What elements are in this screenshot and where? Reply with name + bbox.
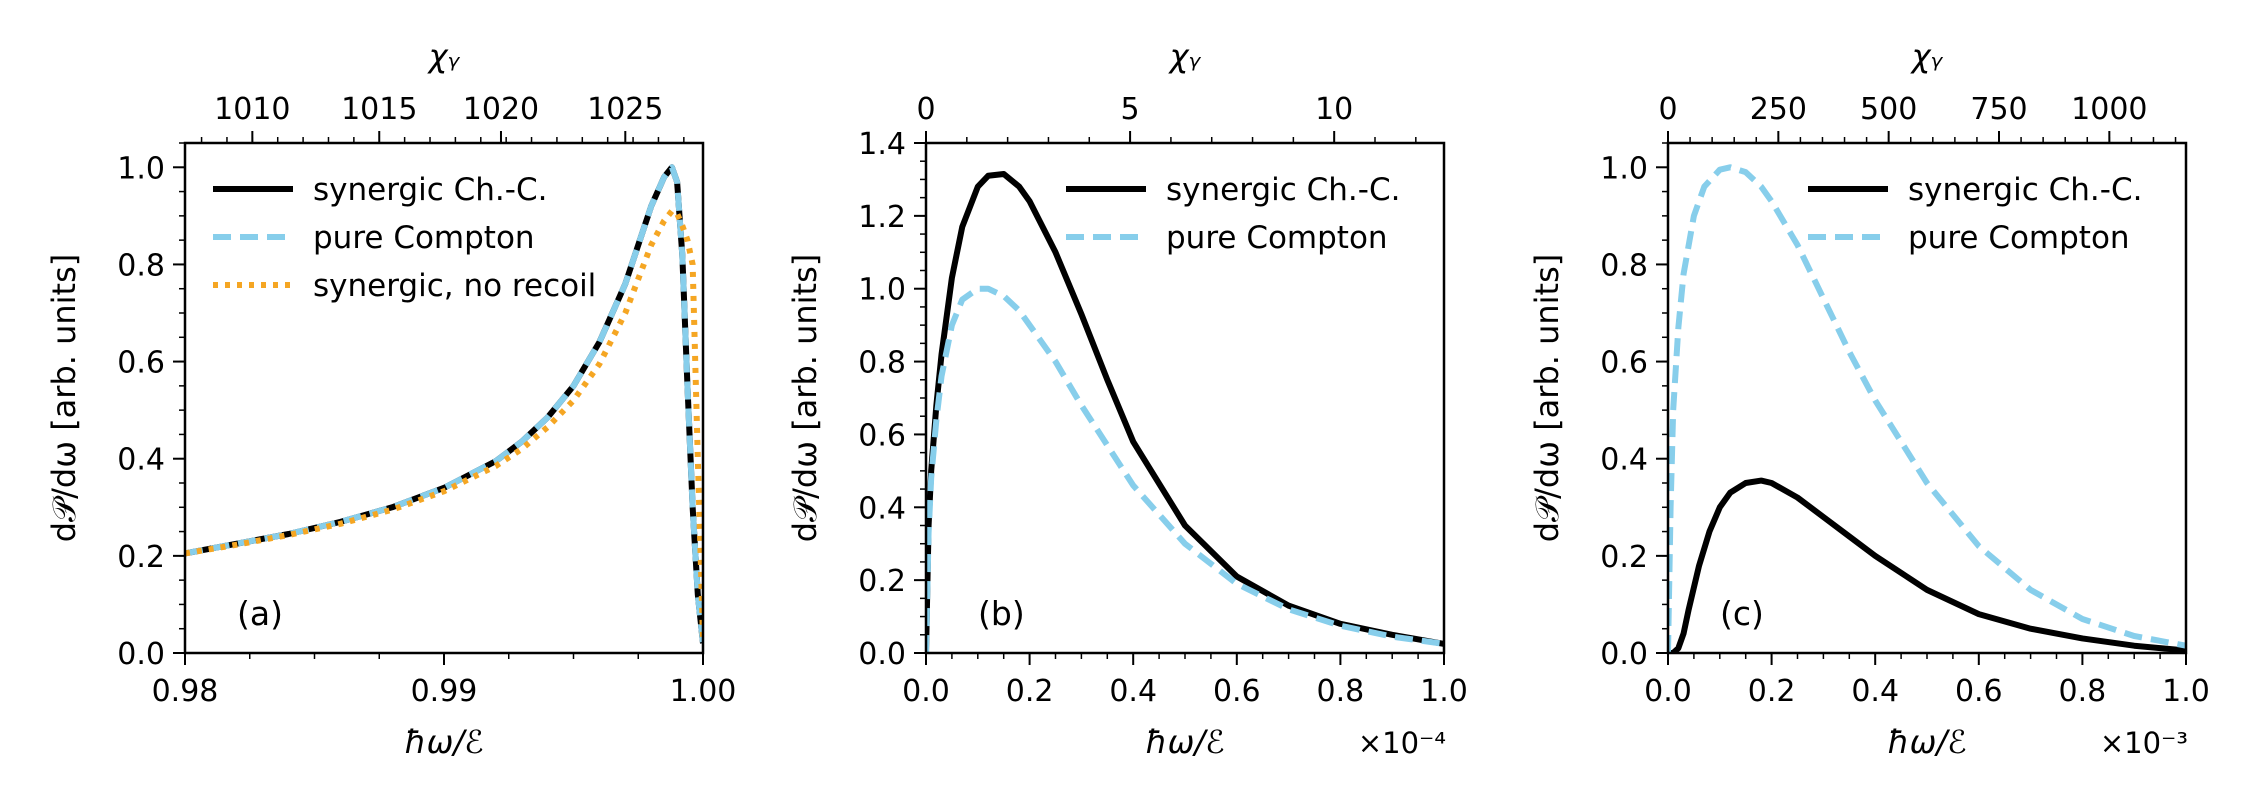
x-tick-label: 0.4: [1109, 674, 1157, 709]
top-tick-label: 1020: [463, 92, 539, 127]
y-tick-label: 0.0: [117, 637, 165, 672]
top-tick-label: 1015: [341, 92, 417, 127]
series-line-pure-compton: [1668, 164, 2186, 653]
x-tick-label: 0.2: [1006, 674, 1054, 709]
panel-label: (b): [978, 594, 1025, 633]
top-tick-label: 0: [1658, 92, 1677, 127]
panel-label: (c): [1720, 594, 1764, 633]
top-tick-label: 1025: [587, 92, 663, 127]
panel-b: 0.0 0.2 0.4 0.6 0.8 1.0 0.0 0.2 0.4 0.6 0.8 1.0 1.2 1…: [786, 37, 1468, 761]
top-tick-label: 1010: [214, 92, 290, 127]
y-tick-label: 1.4: [858, 127, 906, 162]
y-tick-label: 0.6: [117, 346, 165, 381]
y-tick-label: 0.8: [858, 346, 906, 381]
x-tick-label: 0.2: [1748, 674, 1796, 709]
x-tick-label: 0.0: [1644, 674, 1692, 709]
x-tick-label: 0.6: [1213, 674, 1261, 709]
y-tick-label: 0.0: [858, 637, 906, 672]
legend-label: pure Compton: [1908, 220, 2130, 256]
legend-label: pure Compton: [1166, 220, 1388, 256]
y-tick-label: 0.2: [1600, 540, 1648, 575]
y-tick-label: 0.4: [1600, 443, 1648, 478]
x-tick-label: 1.00: [670, 674, 737, 709]
top-axis-label: χᵧ: [1168, 37, 1202, 75]
y-tick-label: 0.2: [858, 564, 906, 599]
legend-label: pure Compton: [313, 220, 535, 256]
x-tick-label: 0.98: [152, 674, 219, 709]
y-tick-label: 0.4: [858, 491, 906, 526]
y-tick-label: 0.6: [1600, 346, 1648, 381]
top-tick-label: 250: [1750, 92, 1807, 127]
x-axis-multiplier: ×10⁻⁴: [1358, 726, 1446, 760]
series-line-pure-compton: [926, 285, 1444, 653]
y-tick-label: 1.0: [117, 151, 165, 186]
x-tick-label: 0.4: [1851, 674, 1899, 709]
top-tick-label: 5: [1121, 92, 1140, 127]
y-tick-label: 1.0: [858, 273, 906, 308]
x-axis-multiplier: ×10⁻³: [2100, 726, 2188, 760]
y-tick-label: 0.8: [1600, 248, 1648, 283]
top-axis-label: χᵧ: [1910, 37, 1944, 75]
y-axis-label: d𝒫/dω [arb. units]: [786, 254, 824, 543]
y-tick-label: 0.2: [117, 540, 165, 575]
legend-label: synergic Ch.-C.: [1166, 172, 1400, 208]
x-axis-label: ħω/ℰ: [1887, 723, 1966, 761]
panel-a: 0.98 0.99 1.00 0.0 0.2 0.4 0.6 0.8 1.0 1010 1015 10…: [45, 37, 736, 761]
legend-label: synergic, no recoil: [313, 268, 596, 304]
panel-c: 0.0 0.2 0.4 0.6 0.8 1.0 0.0 0.2 0.4 0.6 0.8 1.0 0 250…: [1528, 37, 2210, 761]
x-axis-label: ħω/ℰ: [404, 723, 483, 761]
x-tick-label: 0.8: [1317, 674, 1365, 709]
x-tick-label: 1.0: [2162, 674, 2210, 709]
x-axis-label: ħω/ℰ: [1145, 723, 1224, 761]
y-tick-label: 0.6: [858, 418, 906, 453]
x-tick-label: 0.99: [411, 674, 478, 709]
top-tick-label: 750: [1970, 92, 2027, 127]
series-line-pure-compton: [185, 164, 703, 644]
top-tick-label: 1000: [2071, 92, 2147, 127]
legend-label: synergic Ch.-C.: [313, 172, 547, 208]
y-tick-label: 0.0: [1600, 637, 1648, 672]
legend-label: synergic Ch.-C.: [1908, 172, 2142, 208]
y-tick-label: 1.0: [1600, 151, 1648, 186]
top-tick-label: 500: [1860, 92, 1917, 127]
top-tick-label: 10: [1315, 92, 1353, 127]
top-axis-label: χᵧ: [427, 37, 461, 75]
y-tick-label: 0.4: [117, 443, 165, 478]
x-tick-label: 0.8: [2059, 674, 2107, 709]
series-line-synergic-ch-c-: [1668, 477, 2186, 653]
x-tick-label: 0.0: [902, 674, 950, 709]
y-tick-label: 1.2: [858, 200, 906, 235]
x-tick-label: 1.0: [1420, 674, 1468, 709]
y-axis-label: d𝒫/dω [arb. units]: [45, 254, 83, 543]
top-tick-label: 0: [916, 92, 935, 127]
y-tick-label: 0.8: [117, 248, 165, 283]
x-tick-label: 0.6: [1955, 674, 2003, 709]
y-axis-label: d𝒫/dω [arb. units]: [1528, 254, 1566, 543]
panel-label: (a): [237, 594, 283, 633]
